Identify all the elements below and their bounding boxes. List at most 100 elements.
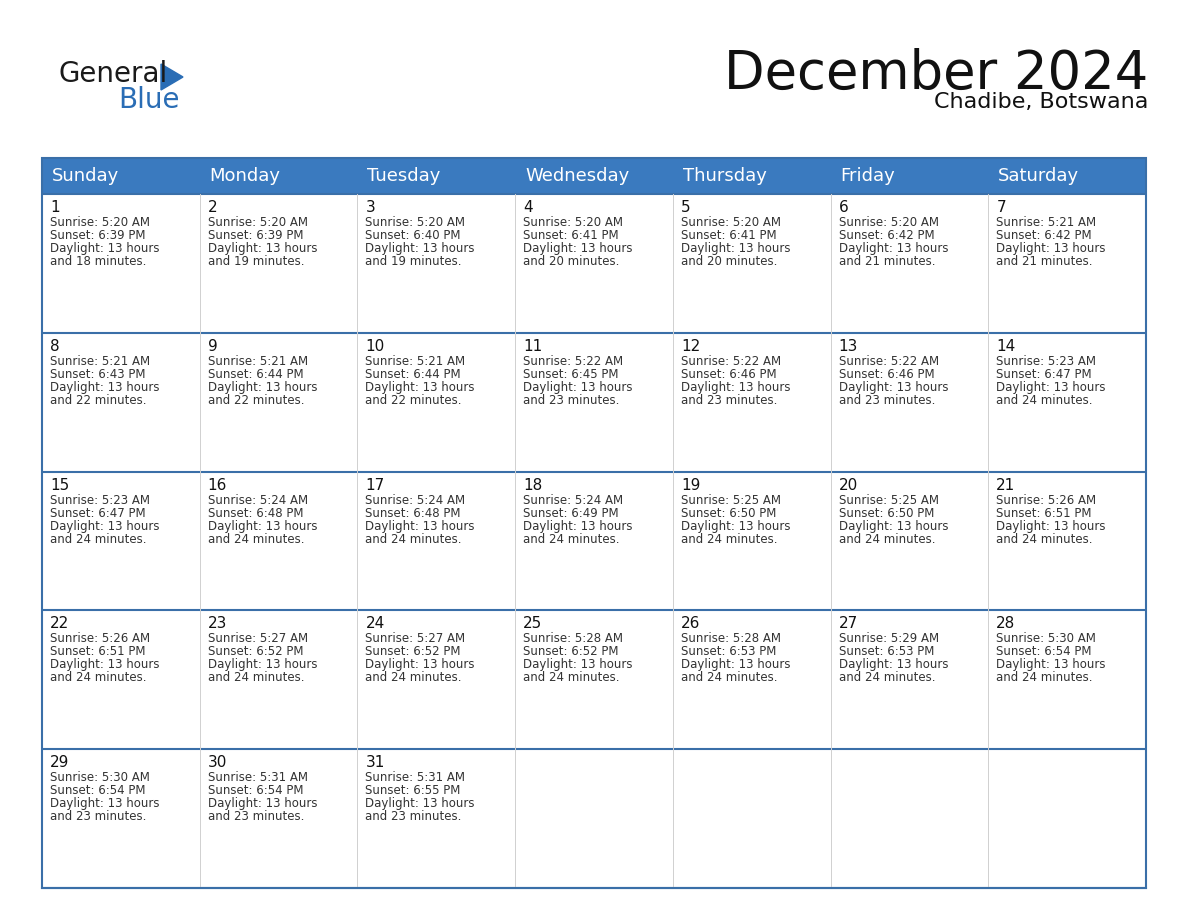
Text: Daylight: 13 hours: Daylight: 13 hours [839, 242, 948, 255]
Text: Daylight: 13 hours: Daylight: 13 hours [997, 658, 1106, 671]
Text: 26: 26 [681, 616, 700, 632]
Text: Friday: Friday [841, 167, 896, 185]
Text: 29: 29 [50, 756, 69, 770]
Text: 4: 4 [523, 200, 532, 215]
Text: Daylight: 13 hours: Daylight: 13 hours [839, 381, 948, 394]
Text: General: General [58, 60, 168, 88]
Text: Daylight: 13 hours: Daylight: 13 hours [50, 520, 159, 532]
Text: Daylight: 13 hours: Daylight: 13 hours [366, 381, 475, 394]
Text: Daylight: 13 hours: Daylight: 13 hours [208, 242, 317, 255]
Text: Daylight: 13 hours: Daylight: 13 hours [208, 797, 317, 811]
Text: and 24 minutes.: and 24 minutes. [50, 532, 146, 545]
Text: Sunrise: 5:30 AM: Sunrise: 5:30 AM [997, 633, 1097, 645]
Text: Daylight: 13 hours: Daylight: 13 hours [681, 242, 790, 255]
Text: Daylight: 13 hours: Daylight: 13 hours [366, 658, 475, 671]
Text: Daylight: 13 hours: Daylight: 13 hours [997, 242, 1106, 255]
Text: Daylight: 13 hours: Daylight: 13 hours [681, 381, 790, 394]
Text: and 24 minutes.: and 24 minutes. [50, 671, 146, 685]
Text: Daylight: 13 hours: Daylight: 13 hours [208, 658, 317, 671]
Text: 18: 18 [523, 477, 543, 493]
Text: Daylight: 13 hours: Daylight: 13 hours [366, 797, 475, 811]
Text: Sunset: 6:53 PM: Sunset: 6:53 PM [681, 645, 776, 658]
Text: Monday: Monday [210, 167, 280, 185]
Text: Sunset: 6:47 PM: Sunset: 6:47 PM [50, 507, 146, 520]
Text: 1: 1 [50, 200, 59, 215]
Text: 28: 28 [997, 616, 1016, 632]
Text: Sunset: 6:55 PM: Sunset: 6:55 PM [366, 784, 461, 797]
Text: 24: 24 [366, 616, 385, 632]
Text: Daylight: 13 hours: Daylight: 13 hours [839, 520, 948, 532]
Text: Sunrise: 5:24 AM: Sunrise: 5:24 AM [208, 494, 308, 507]
Text: Sunrise: 5:20 AM: Sunrise: 5:20 AM [681, 216, 781, 229]
Text: 12: 12 [681, 339, 700, 353]
Text: 11: 11 [523, 339, 543, 353]
Bar [42, 194, 1146, 888]
Text: Sunset: 6:50 PM: Sunset: 6:50 PM [681, 507, 776, 520]
Text: Daylight: 13 hours: Daylight: 13 hours [208, 520, 317, 532]
Text: and 24 minutes.: and 24 minutes. [366, 671, 462, 685]
Text: Sunset: 6:44 PM: Sunset: 6:44 PM [366, 368, 461, 381]
Text: Daylight: 13 hours: Daylight: 13 hours [681, 658, 790, 671]
Text: Daylight: 13 hours: Daylight: 13 hours [839, 658, 948, 671]
Text: Sunset: 6:48 PM: Sunset: 6:48 PM [208, 507, 303, 520]
Text: Sunset: 6:39 PM: Sunset: 6:39 PM [208, 229, 303, 242]
Text: Daylight: 13 hours: Daylight: 13 hours [997, 520, 1106, 532]
Text: and 24 minutes.: and 24 minutes. [523, 532, 620, 545]
Text: 10: 10 [366, 339, 385, 353]
Text: Sunrise: 5:20 AM: Sunrise: 5:20 AM [523, 216, 624, 229]
Text: Sunrise: 5:28 AM: Sunrise: 5:28 AM [523, 633, 624, 645]
Text: and 24 minutes.: and 24 minutes. [208, 532, 304, 545]
Text: Chadibe, Botswana: Chadibe, Botswana [934, 92, 1148, 112]
Text: Sunset: 6:54 PM: Sunset: 6:54 PM [997, 645, 1092, 658]
Text: Sunset: 6:48 PM: Sunset: 6:48 PM [366, 507, 461, 520]
Text: and 20 minutes.: and 20 minutes. [523, 255, 619, 268]
Text: and 24 minutes.: and 24 minutes. [366, 532, 462, 545]
Text: 25: 25 [523, 616, 543, 632]
Text: 2: 2 [208, 200, 217, 215]
Text: Sunset: 6:44 PM: Sunset: 6:44 PM [208, 368, 303, 381]
Text: 15: 15 [50, 477, 69, 493]
Text: Sunrise: 5:31 AM: Sunrise: 5:31 AM [208, 771, 308, 784]
Text: Sunset: 6:46 PM: Sunset: 6:46 PM [681, 368, 777, 381]
Text: and 24 minutes.: and 24 minutes. [681, 671, 777, 685]
Text: Daylight: 13 hours: Daylight: 13 hours [50, 658, 159, 671]
Text: Daylight: 13 hours: Daylight: 13 hours [523, 520, 633, 532]
Text: and 22 minutes.: and 22 minutes. [208, 394, 304, 407]
Text: and 19 minutes.: and 19 minutes. [366, 255, 462, 268]
Text: Sunrise: 5:22 AM: Sunrise: 5:22 AM [839, 354, 939, 368]
Text: Sunrise: 5:23 AM: Sunrise: 5:23 AM [50, 494, 150, 507]
Text: 22: 22 [50, 616, 69, 632]
Text: 14: 14 [997, 339, 1016, 353]
Text: Sunset: 6:45 PM: Sunset: 6:45 PM [523, 368, 619, 381]
Polygon shape [162, 64, 183, 90]
Text: Sunset: 6:49 PM: Sunset: 6:49 PM [523, 507, 619, 520]
Text: and 21 minutes.: and 21 minutes. [997, 255, 1093, 268]
Text: Sunrise: 5:26 AM: Sunrise: 5:26 AM [50, 633, 150, 645]
Text: Sunset: 6:53 PM: Sunset: 6:53 PM [839, 645, 934, 658]
Text: Sunrise: 5:29 AM: Sunrise: 5:29 AM [839, 633, 939, 645]
Text: Daylight: 13 hours: Daylight: 13 hours [50, 381, 159, 394]
Text: 19: 19 [681, 477, 700, 493]
Text: Sunrise: 5:20 AM: Sunrise: 5:20 AM [50, 216, 150, 229]
Text: Sunset: 6:41 PM: Sunset: 6:41 PM [523, 229, 619, 242]
Text: and 23 minutes.: and 23 minutes. [523, 394, 619, 407]
Text: Sunset: 6:42 PM: Sunset: 6:42 PM [839, 229, 934, 242]
Text: Sunrise: 5:22 AM: Sunrise: 5:22 AM [523, 354, 624, 368]
Text: Sunrise: 5:22 AM: Sunrise: 5:22 AM [681, 354, 781, 368]
Text: Saturday: Saturday [998, 167, 1080, 185]
Text: and 24 minutes.: and 24 minutes. [208, 671, 304, 685]
Text: 27: 27 [839, 616, 858, 632]
Text: Thursday: Thursday [683, 167, 766, 185]
Text: 17: 17 [366, 477, 385, 493]
Text: Daylight: 13 hours: Daylight: 13 hours [50, 242, 159, 255]
Text: and 24 minutes.: and 24 minutes. [839, 671, 935, 685]
Text: Sunset: 6:51 PM: Sunset: 6:51 PM [997, 507, 1092, 520]
Text: Sunset: 6:46 PM: Sunset: 6:46 PM [839, 368, 934, 381]
Text: and 18 minutes.: and 18 minutes. [50, 255, 146, 268]
Text: and 24 minutes.: and 24 minutes. [681, 532, 777, 545]
Text: and 23 minutes.: and 23 minutes. [208, 811, 304, 823]
Text: Sunset: 6:51 PM: Sunset: 6:51 PM [50, 645, 145, 658]
Text: 5: 5 [681, 200, 690, 215]
Text: Sunset: 6:54 PM: Sunset: 6:54 PM [208, 784, 303, 797]
Text: Sunrise: 5:20 AM: Sunrise: 5:20 AM [208, 216, 308, 229]
